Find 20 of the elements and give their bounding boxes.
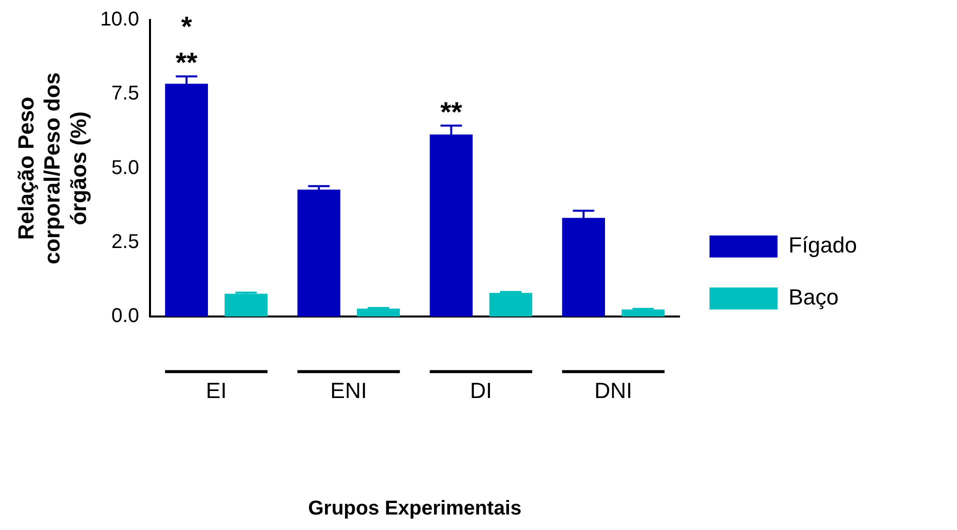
y-tick-label: 5.0 [111, 156, 140, 179]
x-axis-title: Grupos Experimentais [308, 498, 522, 520]
annotation: ** [440, 96, 462, 128]
annotation: ** [176, 47, 198, 78]
x-tick-label: DNI [594, 378, 632, 403]
bar [489, 292, 532, 317]
annotation: * [181, 11, 192, 42]
bar [622, 309, 665, 317]
y-tick-label: 0.0 [111, 305, 140, 328]
x-tick-label: DI [470, 378, 492, 403]
bar [356, 308, 400, 317]
y-axis-title: Relação Peso corporal/Peso dos órgãos (%) [13, 72, 92, 264]
legend-label: Baço [788, 284, 839, 310]
bar [224, 294, 268, 317]
y-tick-label: 2.5 [111, 230, 140, 253]
y-tick-label: 7.5 [111, 82, 140, 105]
x-tick-label: EI [206, 378, 227, 403]
legend-label: Fígado [788, 232, 858, 258]
y-tick-label: 10.0 [100, 8, 140, 31]
x-tick-label: ENI [330, 378, 367, 403]
